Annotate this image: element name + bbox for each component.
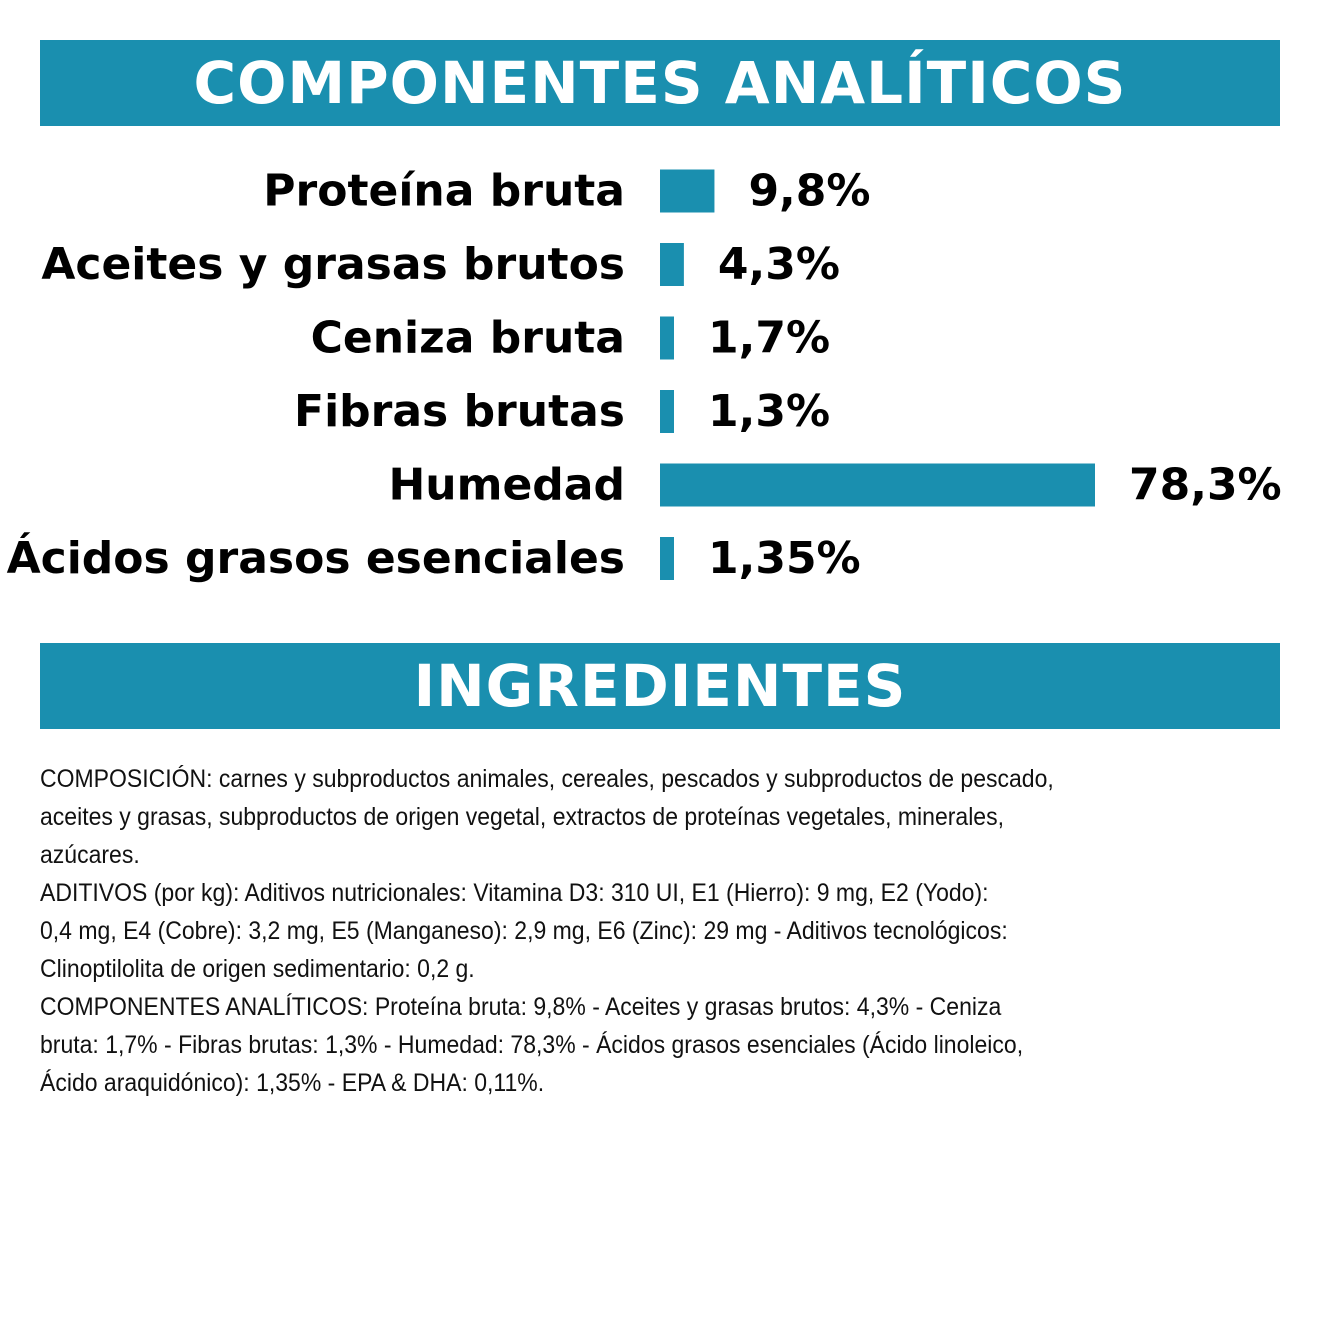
category-label: Ácidos grasos esenciales — [7, 531, 625, 584]
ingredients-text: COMPOSICIÓN: carnes y subproductos anima… — [40, 765, 1054, 1097]
category-label: Humedad — [388, 460, 625, 511]
category-label: Fibras brutas — [294, 386, 625, 437]
category-label: Proteína bruta — [263, 166, 625, 217]
bar — [660, 390, 674, 433]
bar — [660, 316, 674, 360]
category-label: Ceniza bruta — [311, 313, 625, 364]
value-label: 1,3% — [708, 386, 830, 437]
value-label: 78,3% — [1129, 460, 1282, 511]
analytic-components-title: COMPONENTES ANALÍTICOS — [193, 49, 1127, 117]
analytic-components-chart: Proteína bruta 9,8% Aceites y grasas bruto… — [7, 166, 1282, 585]
bar — [660, 537, 674, 580]
category-label: Aceites y grasas brutos — [41, 239, 625, 290]
ingredients-header: INGREDIENTES — [40, 643, 1280, 729]
bar — [660, 243, 684, 286]
value-label: 9,8% — [748, 166, 870, 217]
bar — [660, 463, 1095, 507]
bar — [660, 169, 715, 213]
value-label: 1,7% — [708, 313, 830, 364]
ingredients-title: INGREDIENTES — [413, 652, 907, 720]
value-label: 1,35% — [708, 533, 861, 584]
analytic-components-header: COMPONENTES ANALÍTICOS — [40, 40, 1280, 126]
value-label: 4,3% — [718, 239, 840, 290]
